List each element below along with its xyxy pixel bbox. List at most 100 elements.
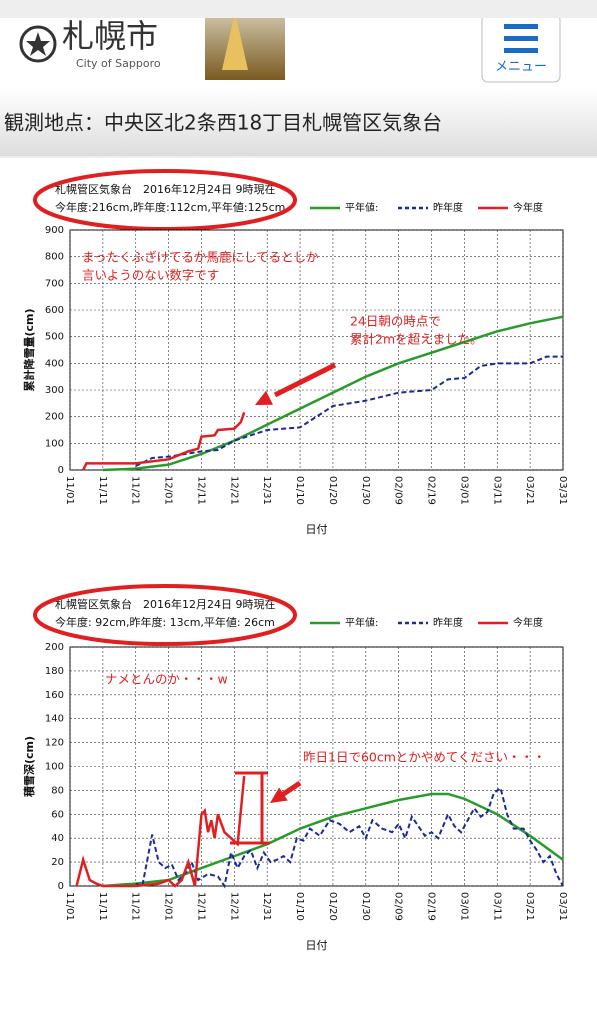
- header-band: [0, 88, 597, 156]
- menu-bar: [504, 36, 538, 41]
- x-tick-label: 01/20: [327, 892, 338, 921]
- chart-subtitle: 今年度:216cm,昨年度:112cm,平年値:125cm: [55, 200, 285, 214]
- y-tick-label: 100: [45, 438, 64, 449]
- header: 札幌市 City of Sapporo メニュー 観測地点：中央区北2条西18丁…: [0, 0, 597, 158]
- y-tick-label: 200: [45, 412, 64, 423]
- series-line: [102, 315, 564, 472]
- x-tick-label: 03/31: [557, 892, 568, 921]
- logo-sub: City of Sapporo: [76, 57, 161, 70]
- y-tick-label: 160: [45, 690, 64, 701]
- y-tick-label: 20: [51, 857, 64, 868]
- y-tick-label: 60: [51, 809, 64, 820]
- menu-bar: [504, 48, 538, 53]
- chart-title: 札幌管区気象台 2016年12月24日 9時現在: [55, 597, 275, 611]
- highlight-ellipse: [33, 584, 297, 646]
- legend-label: 今年度: [513, 201, 543, 214]
- x-tick-label: 12/01: [163, 892, 174, 921]
- x-tick-label: 12/31: [261, 892, 272, 921]
- y-tick-label: 100: [45, 762, 64, 773]
- x-tick-label: 02/19: [426, 476, 437, 505]
- annotation: まったくふざけてるか馬鹿にしてるとしか: [82, 250, 319, 265]
- series-line: [135, 355, 563, 467]
- chart: 札幌管区気象台 2016年12月24日 9時現在今年度:216cm,昨年度:11…: [22, 169, 568, 536]
- x-tick-label: 03/21: [524, 892, 535, 921]
- y-tick-label: 120: [45, 738, 64, 749]
- x-tick-label: 01/20: [327, 476, 338, 505]
- y-tick-label: 600: [45, 305, 64, 316]
- x-tick-label: 01/30: [360, 476, 371, 505]
- highlight-ellipse: [33, 169, 297, 231]
- chart-subtitle: 今年度: 92cm,昨年度: 13cm,平年値: 26cm: [55, 615, 275, 629]
- legend-label: 平年値:: [345, 616, 378, 629]
- plot-area: [69, 229, 564, 471]
- x-tick-label: 11/11: [97, 476, 108, 505]
- x-tick-label: 03/01: [458, 476, 469, 505]
- x-tick-label: 11/01: [64, 892, 75, 921]
- x-tick-label: 12/11: [195, 476, 206, 505]
- annotation: ナメとんのか・・・w: [105, 672, 228, 687]
- legend-label: 今年度: [513, 616, 543, 629]
- y-axis-label: 積雪深(cm): [22, 736, 36, 798]
- x-tick-label: 03/11: [491, 476, 502, 505]
- logo-text: 札幌市: [62, 17, 158, 55]
- x-tick-label: 03/21: [524, 476, 535, 505]
- y-tick-label: 180: [45, 666, 64, 677]
- x-tick-label: 11/21: [130, 476, 141, 505]
- arrow-head: [270, 787, 288, 803]
- plot-area: [69, 646, 564, 887]
- series-line: [135, 786, 564, 889]
- y-axis-label: 累計降雪量(cm): [22, 308, 36, 391]
- y-tick-label: 400: [45, 358, 64, 369]
- x-tick-label: 01/10: [294, 892, 305, 921]
- series-line: [82, 411, 246, 471]
- y-tick-label: 800: [45, 252, 64, 263]
- logo-icon: [19, 25, 57, 63]
- y-tick-label: 0: [58, 465, 64, 476]
- y-tick-label: 80: [51, 785, 64, 796]
- annotation: 言いようのない数字です: [82, 268, 219, 283]
- arrow-head: [255, 390, 273, 405]
- x-axis-label: 日付: [306, 523, 328, 536]
- legend-label: 平年値:: [345, 201, 378, 214]
- y-tick-label: 300: [45, 385, 64, 396]
- y-tick-label: 140: [45, 714, 64, 725]
- x-tick-label: 12/01: [163, 476, 174, 505]
- x-tick-label: 12/21: [228, 892, 239, 921]
- x-axis-label: 日付: [306, 939, 328, 952]
- x-tick-label: 11/21: [130, 892, 141, 921]
- x-tick-label: 11/01: [64, 476, 75, 505]
- annotation: 24日朝の時点で: [350, 314, 441, 329]
- x-tick-label: 12/21: [228, 476, 239, 505]
- x-tick-label: 01/30: [360, 892, 371, 921]
- x-tick-label: 11/11: [97, 892, 108, 921]
- x-tick-label: 03/11: [491, 892, 502, 921]
- x-tick-label: 12/11: [195, 892, 206, 921]
- x-tick-label: 03/31: [557, 476, 568, 505]
- y-tick-label: 0: [58, 881, 64, 892]
- y-tick-label: 500: [45, 332, 64, 343]
- legend-label: 昨年度: [433, 201, 463, 214]
- tree-shape: [222, 12, 248, 70]
- annotation: 昨日1日で60cmとかやめてください・・・: [303, 750, 546, 765]
- x-tick-label: 02/09: [393, 892, 404, 921]
- legend-label: 昨年度: [433, 616, 463, 629]
- x-tick-label: 02/19: [426, 892, 437, 921]
- y-tick-label: 40: [51, 833, 64, 844]
- x-tick-label: 12/31: [261, 476, 272, 505]
- y-tick-label: 700: [45, 278, 64, 289]
- chart-title: 札幌管区気象台 2016年12月24日 9時現在: [55, 182, 275, 196]
- series-line: [75, 775, 246, 888]
- y-tick-label: 200: [45, 642, 64, 653]
- logo-star: [26, 32, 50, 56]
- annotation: 累計2mを超えました。: [350, 332, 483, 347]
- menu-label: メニュー: [495, 60, 547, 75]
- x-tick-label: 03/01: [458, 892, 469, 921]
- arrow: [273, 362, 337, 398]
- y-tick-label: 900: [45, 225, 64, 236]
- footer: [0, 0, 597, 18]
- x-tick-label: 01/10: [294, 476, 305, 505]
- menu-bar: [504, 24, 538, 29]
- x-tick-label: 02/09: [393, 476, 404, 505]
